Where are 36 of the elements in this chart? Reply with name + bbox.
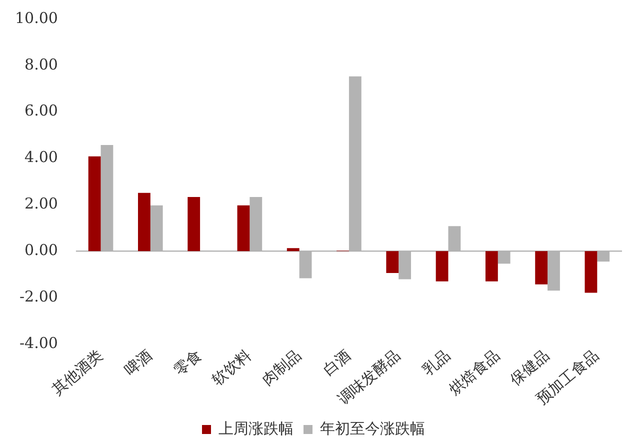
bar bbox=[584, 251, 598, 293]
y-tick-label: 10.00 bbox=[14, 8, 58, 27]
x-tick-label: 乳品 bbox=[418, 346, 454, 380]
bar bbox=[398, 251, 412, 280]
bar bbox=[535, 251, 548, 284]
bar bbox=[150, 205, 163, 252]
bar bbox=[88, 156, 101, 252]
bar bbox=[597, 251, 610, 262]
bar bbox=[188, 197, 200, 252]
y-tick-label: 2.00 bbox=[24, 194, 58, 213]
bar bbox=[548, 251, 560, 291]
legend-label: 上周涨跌幅 bbox=[218, 419, 294, 438]
bar bbox=[498, 251, 510, 264]
x-tick-label: 啤酒 bbox=[120, 346, 156, 380]
y-tick-label: -4.00 bbox=[19, 334, 58, 352]
x-tick-label: 白酒 bbox=[319, 346, 354, 380]
bar bbox=[299, 251, 312, 278]
y-tick-label: 4.00 bbox=[24, 148, 58, 166]
bar bbox=[237, 205, 250, 252]
y-tick-label: -2.00 bbox=[19, 287, 58, 306]
bar bbox=[286, 248, 300, 252]
x-tick-label: 零食 bbox=[170, 346, 206, 380]
bar bbox=[386, 251, 399, 273]
y-tick-label: 8.00 bbox=[24, 55, 58, 74]
bar bbox=[348, 76, 362, 252]
y-tick-label: 0.00 bbox=[24, 241, 58, 260]
bar bbox=[250, 197, 262, 252]
bar bbox=[436, 251, 448, 282]
bar bbox=[448, 226, 461, 252]
bar bbox=[100, 145, 114, 252]
y-tick-label: 6.00 bbox=[24, 102, 58, 120]
legend-label: 年初至今涨跌幅 bbox=[320, 419, 425, 438]
x-tick-label: 软饮料 bbox=[208, 346, 255, 389]
x-tick-label: 肉制品 bbox=[258, 346, 304, 389]
bar bbox=[138, 192, 150, 252]
bar bbox=[485, 251, 498, 282]
